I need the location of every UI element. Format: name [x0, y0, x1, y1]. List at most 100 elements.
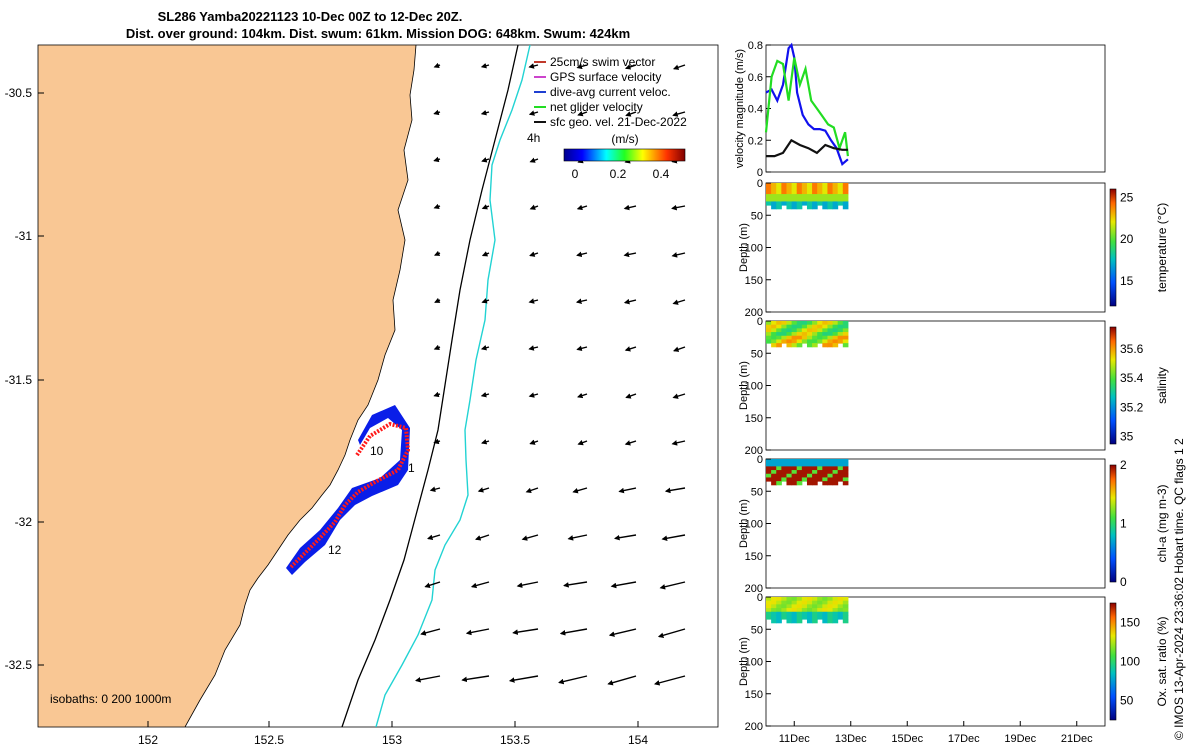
section-cell [791, 183, 798, 188]
section-cell [801, 470, 808, 475]
depth-tick-label: 100 [745, 519, 763, 531]
section-cell [801, 190, 808, 195]
section-cell [786, 477, 793, 482]
title-line-2: Dist. over ground: 104km. Dist. swum: 61… [126, 26, 630, 41]
glider-track [288, 421, 411, 570]
section-cell [842, 190, 849, 195]
section-cell [842, 205, 849, 210]
velocity-y-tick-label: 0 [757, 167, 763, 179]
depth-tick-label: 150 [745, 551, 763, 563]
section-cell [781, 466, 787, 471]
section-cell [817, 473, 823, 478]
lon-tick-label: 152 [138, 733, 158, 747]
depth-ylabel: Depth (m) [738, 637, 750, 686]
section-cell [806, 608, 813, 613]
section-cell [822, 462, 828, 467]
section-cell [832, 615, 839, 620]
velocity-arrow [624, 346, 637, 352]
section-cell [837, 186, 844, 191]
section-cell [832, 201, 839, 206]
section-cell [842, 332, 849, 337]
section-cell [791, 332, 798, 337]
section-cell [776, 197, 782, 202]
depth-ylabel: Depth (m) [738, 223, 750, 272]
section-cell [817, 190, 823, 195]
velocity-arrow [625, 393, 637, 399]
section-cell [827, 619, 834, 624]
section-cell [817, 470, 823, 475]
section-cell [796, 604, 803, 609]
section-cell [796, 600, 803, 605]
depth-tick-label: 0 [757, 454, 763, 466]
section-cell [801, 183, 808, 188]
velocity-arrow [433, 109, 441, 116]
section-cell [806, 459, 813, 464]
section-cell [837, 611, 844, 616]
section-cell [806, 194, 813, 199]
section-cell [796, 473, 803, 478]
section-cell [776, 343, 782, 348]
section-cell [796, 477, 803, 482]
section-cell [786, 197, 793, 202]
section-cell [817, 324, 823, 329]
section-cell [766, 477, 772, 482]
section-cell [781, 597, 787, 602]
velocity-arrow [577, 110, 588, 117]
section-cell [766, 197, 772, 202]
section-cell [822, 205, 828, 210]
colorbar-tick-label: 25 [1120, 190, 1134, 204]
lat-tick-label: -31.5 [5, 373, 33, 387]
section-cell [776, 600, 782, 605]
section-cell [781, 186, 787, 191]
section-cell [812, 186, 818, 191]
colorbar-tick-label: 50 [1120, 694, 1134, 708]
section-cell [842, 197, 849, 202]
section-cell [832, 481, 839, 486]
section-cell [771, 611, 777, 616]
velocity-arrow [415, 675, 441, 683]
section-cell [806, 466, 813, 471]
section-cell [842, 611, 849, 616]
section-cell [822, 466, 828, 471]
section-cell [837, 201, 844, 206]
section-cell [832, 343, 839, 348]
section-cell [771, 205, 777, 210]
velocity-arrow [434, 297, 441, 303]
section-cell [806, 335, 813, 340]
lon-tick-label: 153.5 [500, 733, 530, 747]
section-cell [817, 608, 823, 613]
section-cell [776, 466, 782, 471]
colorbar-tick-label: 0.2 [610, 167, 627, 181]
depth-tick-label: 0 [757, 316, 763, 328]
section-cell [842, 321, 849, 326]
section-cell [771, 477, 777, 482]
section-cell [791, 186, 798, 191]
speed-colorbar [563, 148, 686, 162]
section-cell [766, 615, 772, 620]
section-cell [801, 335, 808, 340]
velocity-arrow [433, 62, 441, 69]
section-cell [781, 324, 787, 329]
section-cell [827, 190, 834, 195]
section-cell [817, 194, 823, 199]
section-cell [817, 201, 823, 206]
isobaths-label: isobaths: 0 200 1000m [50, 692, 171, 706]
section-cell [827, 597, 834, 602]
section-cell [791, 343, 798, 348]
section-cell [842, 324, 849, 329]
velocity-arrow [563, 581, 588, 588]
velocity-arrow [575, 298, 588, 304]
section-cell [832, 339, 839, 344]
section-cell [801, 608, 808, 613]
section-cell [832, 321, 839, 326]
credit-text: © IMOS 13-Apr-2024 23:36:02 Hobart time.… [1172, 438, 1186, 740]
depth-tick-label: 150 [745, 275, 763, 287]
section-cell [771, 201, 777, 206]
section-cell [812, 190, 818, 195]
section-cell [781, 332, 787, 337]
section-cell [776, 190, 782, 195]
section-cell [817, 332, 823, 337]
section-cell [791, 470, 798, 475]
velocity-arrow [477, 487, 490, 493]
section-cell [812, 608, 818, 613]
